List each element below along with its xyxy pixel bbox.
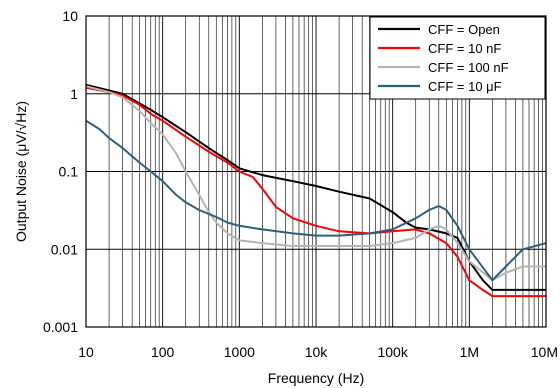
y-axis-label: Output Noise (μV/√Hz) xyxy=(13,101,29,242)
legend-entry-label: CFF = 10 nF xyxy=(428,41,501,56)
series-lines xyxy=(85,83,547,298)
x-tick-label: 100k xyxy=(377,344,408,360)
legend-entry-label: CFF = 10 μF xyxy=(428,79,502,94)
x-axis-label: Frequency (Hz) xyxy=(268,370,364,386)
series-line-1 xyxy=(85,83,546,291)
legend-entry-label: CFF = 100 nF xyxy=(428,60,509,75)
x-tick-labels: 10 100 1000 10k 100k 1M 10M xyxy=(78,344,558,360)
x-tick-label: 1M xyxy=(460,344,479,360)
y-tick-label: 0.1 xyxy=(59,164,79,180)
legend: CFF = Open CFF = 10 nF CFF = 100 nF CFF = 1… xyxy=(369,16,546,100)
series-line-2 xyxy=(85,86,546,298)
y-tick-labels: 0.001 0.01 0.1 1 10 xyxy=(43,8,78,335)
x-tick-label: 10M xyxy=(531,344,558,360)
grid xyxy=(85,15,546,328)
plot-frame xyxy=(85,15,547,328)
series-line-3 xyxy=(85,85,546,282)
series-line-4 xyxy=(85,119,547,282)
x-tick-label: 100 xyxy=(151,344,175,360)
x-tick-label: 10 xyxy=(78,344,94,360)
x-tick-label: 1000 xyxy=(224,344,255,360)
y-tick-label: 0.001 xyxy=(43,319,78,335)
y-tick-label: 0.01 xyxy=(51,241,78,257)
y-tick-label: 1 xyxy=(70,86,78,102)
y-tick-label: 10 xyxy=(62,8,78,24)
legend-entry-label: CFF = Open xyxy=(428,22,500,37)
x-tick-label: 10k xyxy=(305,344,329,360)
